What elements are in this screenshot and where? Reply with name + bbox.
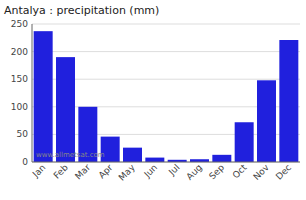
bar <box>123 148 142 162</box>
bar <box>257 80 276 162</box>
y-tick-label: 0 <box>22 157 28 167</box>
x-axis <box>32 162 300 163</box>
bar <box>34 31 53 162</box>
x-tick-label: Jan <box>30 162 48 180</box>
y-axis <box>32 24 33 162</box>
chart: Antalya : precipitation (mm) 0 50 100 150 200… <box>0 0 306 200</box>
x-tick-label: Oct <box>231 162 249 180</box>
x-tick-label: May <box>117 162 138 183</box>
bar <box>56 57 75 162</box>
y-tick-label: 200 <box>11 47 28 57</box>
bars <box>34 31 299 162</box>
bar <box>212 155 231 162</box>
grid-line <box>32 24 300 25</box>
bar <box>145 158 164 162</box>
grid-line <box>32 51 300 52</box>
x-tick-label: Jun <box>142 162 160 180</box>
grid-line <box>32 162 300 163</box>
x-tick-label: Aug <box>184 162 204 182</box>
x-tick-label: Apr <box>96 162 114 180</box>
x-tick-label: Mar <box>73 162 92 181</box>
x-tick-label: Feb <box>52 162 71 181</box>
x-tick-label: Sep <box>207 162 226 181</box>
x-tick-label: Nov <box>251 162 271 182</box>
title: Antalya : precipitation (mm) <box>4 4 159 17</box>
x-tick-label: Dec <box>274 162 293 181</box>
y-tick-label: 150 <box>11 74 28 84</box>
y-tick-label: 250 <box>11 19 28 29</box>
y-tick-label: 50 <box>17 129 29 139</box>
bar <box>235 122 254 162</box>
bar <box>279 40 298 162</box>
x-tick-label: Jul <box>166 162 181 177</box>
watermark: www.allmetsat.com <box>36 151 105 159</box>
y-tick-label: 100 <box>11 102 28 112</box>
